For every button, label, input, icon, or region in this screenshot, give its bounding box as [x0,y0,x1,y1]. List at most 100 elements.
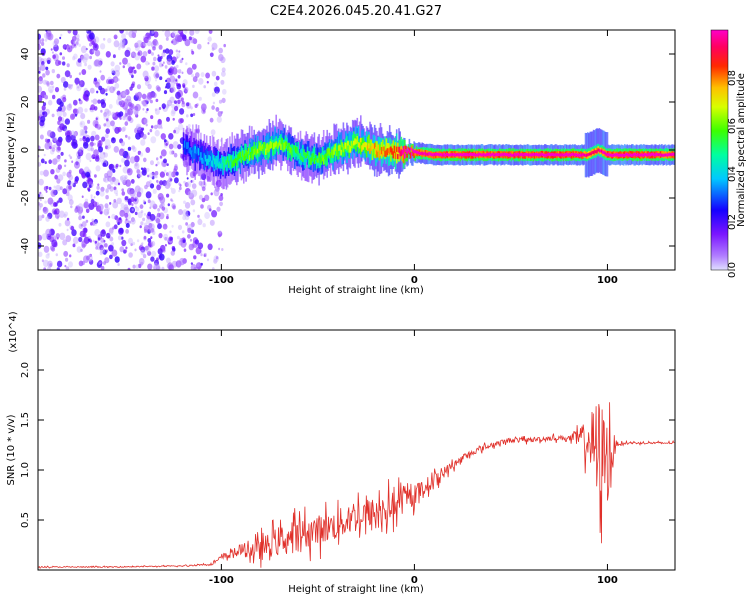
spectrogram-ridge-cell [192,151,194,159]
spectrogram-ridge-cell [459,153,462,156]
noise-speckle [51,113,55,118]
noise-speckle [80,122,83,126]
spectrogram-ridge-cell [230,155,232,162]
noise-speckle [55,155,61,163]
spectrogram-ridge-cell [465,153,467,157]
spectrogram-ridge-cell [284,141,287,149]
noise-speckle [154,129,160,137]
spectrogram-ridge-cell [316,156,318,169]
noise-speckle [150,240,156,247]
noise-speckle [100,229,106,237]
spectrogram-ridge-cell [521,153,523,156]
noise-speckle [114,82,120,89]
noise-speckle [171,246,176,251]
noise-speckle [186,181,192,188]
noise-speckle [113,189,118,195]
noise-speckle [129,189,136,198]
spectrogram-ridge-cell [302,157,304,163]
noise-speckle [112,76,119,83]
noise-speckle [141,100,144,105]
noise-speckle [170,86,176,93]
spectrogram-ridge-cell [390,146,392,153]
spectrogram-ridge-cell [320,158,323,164]
noise-speckle [221,97,226,104]
noise-speckle [153,262,159,269]
noise-speckle [127,146,132,151]
noise-speckle [147,238,152,243]
noise-speckle [43,186,48,191]
spectrogram-ridge-cell [633,153,635,156]
noise-speckle [80,248,83,252]
noise-speckle [110,68,115,74]
y-tick-label: 20 [20,96,31,109]
noise-speckle [110,61,115,67]
noise-speckle [93,221,98,226]
noise-speckle [89,253,92,258]
noise-speckle [38,85,43,93]
snr-y-axis-label: SNR (10 * v/v) [6,414,17,485]
noise-speckle [52,158,58,165]
spectrogram-ridge-cell [365,142,368,158]
spectrogram-ridge-cell [524,153,526,156]
spectrogram-ridge-cell [270,136,273,164]
noise-speckle [140,243,144,247]
noise-speckle [76,246,82,253]
noise-speckle [94,156,100,162]
noise-speckle [184,242,187,246]
noise-speckle [80,151,83,155]
noise-speckle [188,36,192,41]
spectrogram-ridge-cell [182,138,185,149]
spectrogram-ridge-cell [432,153,435,157]
noise-speckle [209,117,214,123]
spectrogram-ridge-cell [205,158,208,166]
noise-speckle [38,38,42,45]
noise-speckle [176,83,182,90]
spectrogram-ridge-cell [631,153,633,157]
noise-speckle [159,253,165,261]
noise-speckle [62,171,66,177]
spectrogram-ridge-cell [217,163,220,169]
noise-speckle [145,181,151,188]
noise-speckle [221,71,226,77]
spectrogram-ridge-cell [393,145,396,154]
noise-speckle [184,214,190,221]
noise-speckle [130,243,133,247]
noise-speckle [135,132,141,140]
noise-speckle [73,130,78,137]
noise-speckle [149,227,154,234]
noise-speckle [135,207,140,212]
noise-speckle [144,99,147,103]
noise-speckle [38,43,41,51]
spectrogram-ridge-cell [354,138,356,145]
noise-speckle [78,98,81,102]
noise-speckle [122,44,126,49]
spectrogram-ridge-cell [596,150,598,153]
spectrogram-ridge-cell [546,153,548,157]
spectrogram-ridge-cell [624,153,626,157]
spectrogram-ridge-cell [200,152,202,160]
spectrogram-ridge-cell [207,158,209,165]
noise-speckle [131,52,135,57]
noise-speckle [110,180,114,185]
spectrogram-ridge-cell [622,153,625,157]
spectrogram-ridge-cell [602,150,604,154]
noise-speckle [89,87,95,94]
spectrogram-ridge-cell [639,153,641,157]
spectrogram-ridge-cell [560,153,562,157]
spectrogram-ridge-cell [661,153,663,157]
noise-speckle [100,74,105,81]
spectrogram-ridge-cell [186,142,188,149]
noise-speckle [160,55,163,60]
noise-speckle [143,36,149,44]
noise-speckle [121,38,128,46]
spectrogram-ridge-cell [350,140,353,149]
spectrogram-ridge-cell [303,151,305,166]
noise-speckle [137,171,143,178]
noise-speckle [155,85,160,91]
noise-speckle [85,208,90,214]
noise-speckle [155,98,159,103]
spectrogram-ridge-cell [443,152,445,156]
noise-speckle [184,39,191,47]
noise-speckle [126,168,133,176]
noise-speckle [215,107,220,112]
